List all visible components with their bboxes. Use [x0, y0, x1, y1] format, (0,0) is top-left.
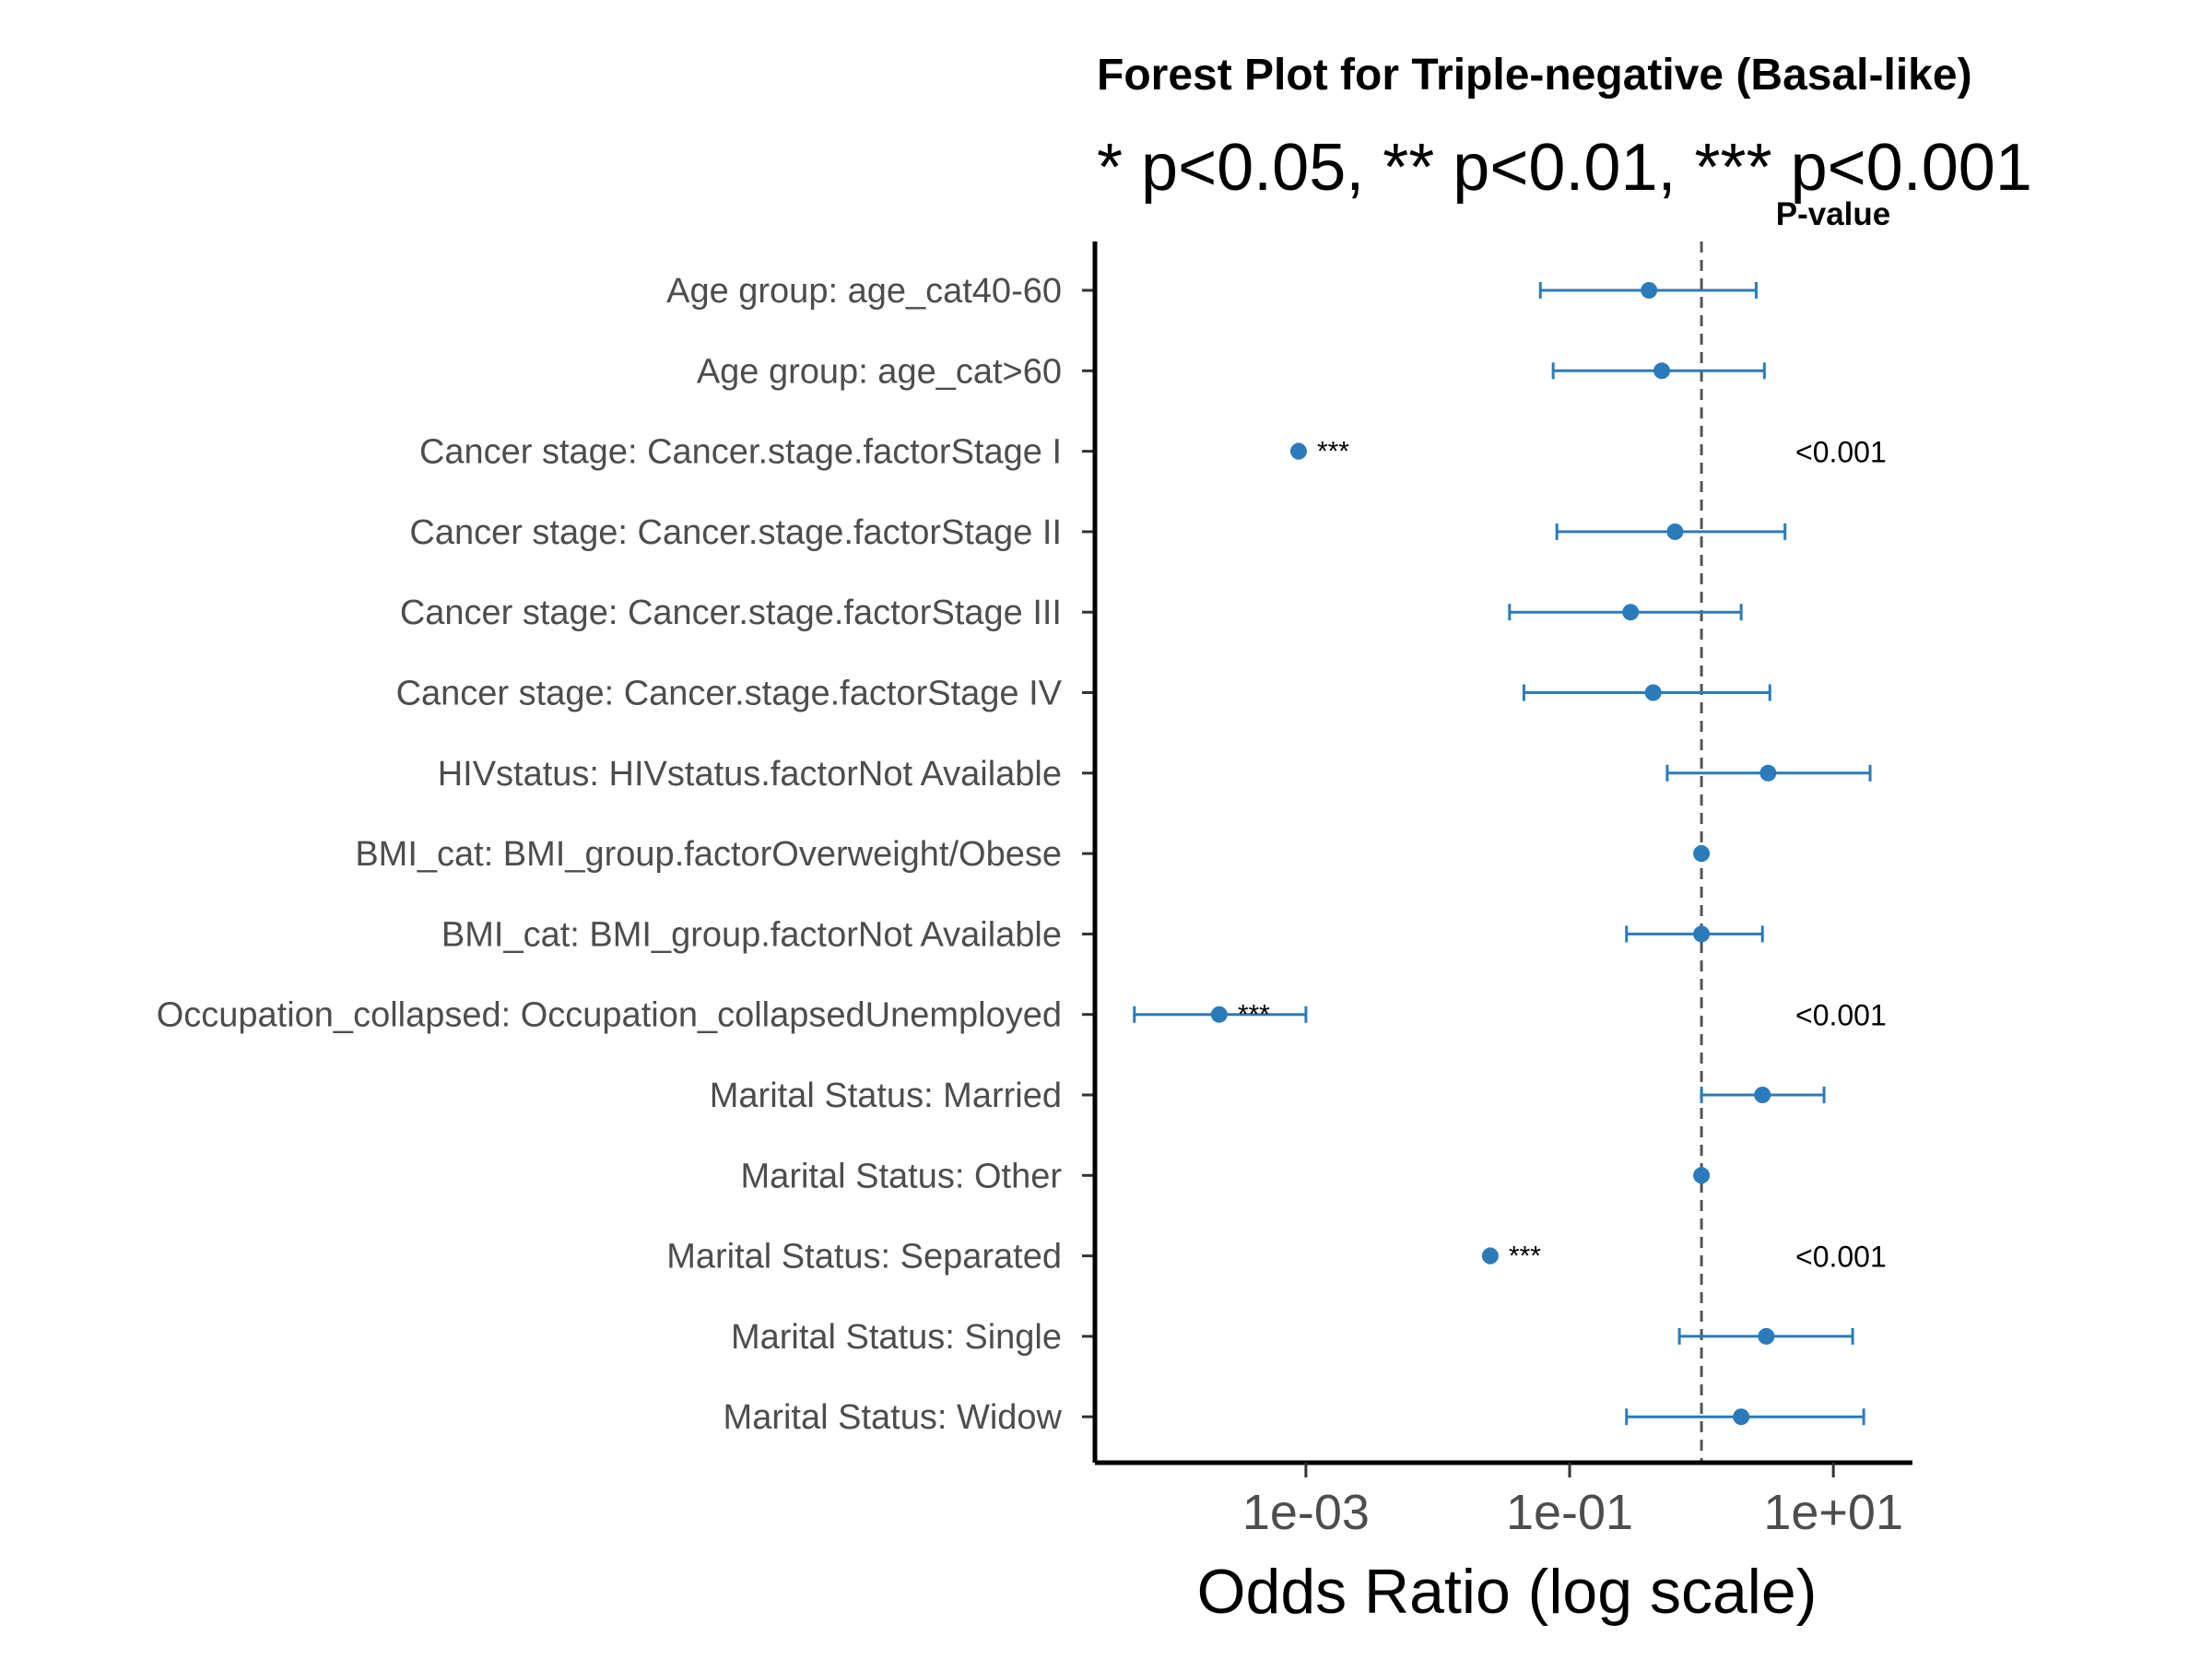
forest-row: Age group: age_cat40-60	[666, 272, 1758, 311]
point-estimate	[1644, 684, 1662, 701]
chart-subtitle: * p<0.05, ** p<0.01, *** p<0.001	[1097, 131, 2032, 205]
row-label: Age group: age_cat40-60	[666, 272, 1062, 311]
point-estimate	[1641, 282, 1658, 299]
forest-row: BMI_cat: BMI_group.factorOverweight/Obes…	[355, 835, 1711, 874]
forest-row: HIVstatus: HIVstatus.factorNot Available	[438, 755, 1872, 794]
forest-row: Cancer stage: Cancer.stage.factorStage I…	[419, 433, 1887, 472]
row-label: BMI_cat: BMI_group.factorOverweight/Obes…	[355, 835, 1062, 874]
row-label: Occupation_collapsed: Occupation_collaps…	[157, 996, 1062, 1035]
p-value: <0.001	[1795, 1241, 1887, 1274]
forest-row: Marital Status: Other	[741, 1157, 1711, 1195]
point-estimate	[1693, 925, 1711, 943]
x-tick-label: 1e-03	[1242, 1485, 1370, 1540]
row-label: HIVstatus: HIVstatus.factorNot Available	[438, 755, 1062, 794]
forest-row: BMI_cat: BMI_group.factorNot Available	[441, 915, 1764, 954]
row-label: Cancer stage: Cancer.stage.factorStage I…	[400, 594, 1062, 632]
forest-row: Marital Status: Widow	[724, 1398, 1865, 1437]
row-label: Marital Status: Separated	[666, 1238, 1062, 1277]
point-estimate	[1693, 845, 1711, 863]
row-label: BMI_cat: BMI_group.factorNot Available	[441, 915, 1062, 954]
forest-row: Marital Status: Separated *** <0.001	[666, 1238, 1887, 1277]
forest-row: Cancer stage: Cancer.stage.factorStage I…	[409, 513, 1787, 552]
x-tick-label: 1e+01	[1763, 1485, 1903, 1540]
x-tick-label: 1e-01	[1506, 1485, 1633, 1540]
row-label: Cancer stage: Cancer.stage.factorStage I	[419, 433, 1062, 472]
point-estimate	[1622, 604, 1640, 621]
point-estimate	[1666, 523, 1684, 540]
forest-row: Age group: age_cat>60	[697, 352, 1766, 391]
point-estimate	[1653, 362, 1671, 380]
p-value: <0.001	[1795, 999, 1887, 1032]
rows-layer: Age group: age_cat40-60 Age group: age_ca…	[157, 272, 1887, 1437]
point-estimate	[1733, 1408, 1750, 1426]
forest-row: Cancer stage: Cancer.stage.factorStage I…	[396, 675, 1771, 713]
pvalue-header: P-value	[1776, 196, 1891, 232]
chart-title: Forest Plot for Triple-negative (Basal-l…	[1097, 51, 1972, 100]
row-label: Marital Status: Other	[741, 1157, 1063, 1195]
row-label: Marital Status: Single	[731, 1318, 1062, 1357]
forest-row: Marital Status: Married	[710, 1077, 1826, 1115]
significance-stars: ***	[1317, 437, 1349, 467]
x-axis-title: Odds Ratio (log scale)	[1197, 1557, 1818, 1627]
point-estimate	[1481, 1247, 1499, 1265]
point-estimate	[1289, 442, 1307, 460]
point-estimate	[1754, 1087, 1771, 1103]
point-estimate	[1759, 764, 1777, 782]
row-label: Marital Status: Married	[710, 1077, 1062, 1115]
significance-stars: ***	[1509, 1241, 1541, 1272]
point-estimate	[1693, 1167, 1711, 1184]
row-label: Cancer stage: Cancer.stage.factorStage I…	[396, 675, 1063, 713]
row-label: Marital Status: Widow	[724, 1398, 1063, 1437]
point-estimate	[1210, 1006, 1228, 1023]
forest-row: Marital Status: Single	[731, 1318, 1854, 1357]
axes-layer: 1e-03 1e-01 1e+01	[1092, 241, 1912, 1540]
row-label: Cancer stage: Cancer.stage.factorStage I…	[409, 513, 1062, 552]
point-estimate	[1758, 1327, 1775, 1345]
forest-row: Cancer stage: Cancer.stage.factorStage I…	[400, 594, 1743, 632]
significance-stars: ***	[1238, 1000, 1270, 1030]
forest-row: Occupation_collapsed: Occupation_collaps…	[157, 996, 1887, 1035]
p-value: <0.001	[1795, 436, 1887, 469]
row-label: Age group: age_cat>60	[697, 352, 1062, 391]
